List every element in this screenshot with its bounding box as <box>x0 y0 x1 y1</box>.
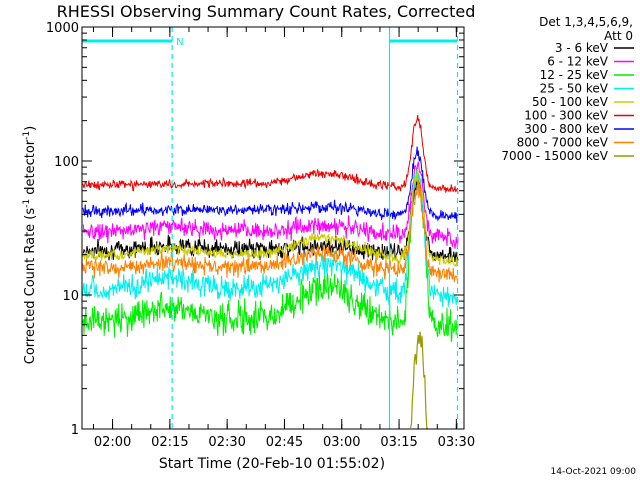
series-line <box>82 179 459 283</box>
legend-header: Att 0 <box>604 29 633 43</box>
series-line <box>82 115 459 194</box>
series-line <box>82 146 459 223</box>
x-tick-label: 03:15 <box>380 435 417 450</box>
y-axis-label: Corrected Count Rate (s-1 detector-1) <box>22 126 38 364</box>
x-tick-label: 02:45 <box>266 435 303 450</box>
attenuator-label: N <box>176 37 183 48</box>
series-line <box>82 161 459 249</box>
x-tick-label: 02:00 <box>94 435 131 450</box>
plot-area: N 1 10 100 1000 02:00 02:15 02:30 02:45 03:00 03… <box>46 21 475 450</box>
legend-item-label: 100 - 300 keV <box>524 109 608 123</box>
x-axis: 02:00 02:15 02:30 02:45 03:00 03:15 03:30 <box>92 27 475 450</box>
x-tick-label: 02:30 <box>208 435 245 450</box>
x-tick-label: 02:15 <box>151 435 188 450</box>
series-line <box>82 170 458 267</box>
y-axis-label-part: ) <box>23 126 38 131</box>
legend-item-label: 3 - 6 keV <box>555 41 609 55</box>
series-layer <box>82 115 459 429</box>
x-axis-label: Start Time (20-Feb-10 01:55:02) <box>159 456 385 472</box>
y-tick-label: 10 <box>62 289 79 304</box>
series-line <box>82 169 459 343</box>
legend-item-label: 12 - 25 keV <box>540 68 609 82</box>
legend-item-label: 800 - 7000 keV <box>517 136 609 150</box>
y-tick-label: 1000 <box>46 21 79 36</box>
legend-item-label: 7000 - 15000 keV <box>501 149 608 163</box>
chart-title: RHESSI Observing Summary Count Rates, Co… <box>57 2 476 21</box>
y-axis-label-sup: -1 <box>22 131 32 140</box>
series-line <box>409 331 428 429</box>
y-axis-label-sup: -1 <box>22 199 32 208</box>
x-tick-label: 03:00 <box>323 435 360 450</box>
timestamp: 14-Oct-2021 09:00 <box>551 467 637 477</box>
y-axis-label-part: Corrected Count Rate (s <box>23 208 38 365</box>
legend-header: Det 1,3,4,5,6,9, <box>539 15 633 29</box>
legend-item-label: 25 - 50 keV <box>540 82 609 96</box>
legend-item-label: 50 - 100 keV <box>532 95 609 109</box>
marker-layer: N <box>82 27 459 429</box>
plot-frame <box>81 26 465 430</box>
y-axis: 1 10 100 1000 <box>46 21 464 438</box>
x-tick-label: 03:30 <box>438 435 475 450</box>
y-tick-label: 100 <box>54 155 79 170</box>
series-line <box>82 169 459 308</box>
y-axis-label-part: detector <box>23 139 38 199</box>
legend-item-label: 300 - 800 keV <box>524 122 608 136</box>
y-tick-label: 1 <box>71 423 79 438</box>
legend-item-label: 6 - 12 keV <box>547 55 609 69</box>
